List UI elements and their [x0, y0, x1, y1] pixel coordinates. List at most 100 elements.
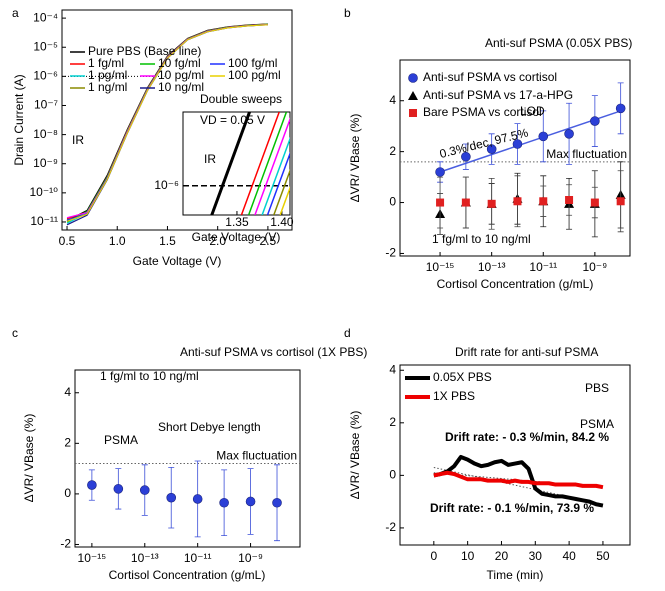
data-point — [616, 197, 625, 206]
data-point — [461, 198, 470, 207]
annotation: Double sweeps — [200, 92, 282, 106]
y-tick-label: 10⁻⁴ — [33, 10, 58, 24]
data-point — [219, 497, 229, 508]
annotation: IR — [204, 152, 216, 166]
legend-label: 100 fg/ml — [228, 56, 277, 70]
x-axis-label: Gate Voltage (V) — [192, 230, 281, 244]
annotation: VD = 0.05 V — [200, 113, 265, 127]
legend-marker — [409, 109, 417, 117]
x-tick-label: 50 — [596, 549, 610, 563]
y-tick-label: 0 — [64, 486, 71, 500]
legend-label: 1 pg/ml — [88, 68, 127, 82]
x-axis-label: Time (min) — [487, 568, 544, 582]
data-point — [513, 197, 522, 206]
plot-frame — [399, 59, 631, 257]
data-point — [461, 151, 471, 162]
plot-frame — [399, 364, 631, 546]
legend-label: Pure PBS (Base line) — [88, 44, 201, 58]
chart-title: Anti-suf PSMA vs cortisol (1X PBS) — [180, 345, 367, 359]
panel-letter: a — [12, 6, 19, 20]
y-tick-label: 10⁻⁷ — [34, 98, 58, 112]
y-tick-label: -2 — [385, 520, 396, 534]
legend-label: Anti-suf PSMA vs cortisol — [423, 70, 557, 84]
max-fluctuation-label: Max fluctuation — [216, 449, 297, 463]
y-tick-label: 10⁻⁶ — [33, 69, 58, 83]
x-tick-label: 30 — [529, 549, 543, 563]
y-tick-label: 10⁻⁵ — [33, 39, 58, 53]
x-axis-label: Cortisol Concentration (g/mL) — [109, 568, 266, 582]
plot-frame — [74, 369, 301, 548]
x-tick-label: 10⁻¹¹ — [529, 260, 557, 274]
y-tick-label: 2 — [389, 144, 396, 158]
legend-label: 10 fg/ml — [158, 56, 201, 70]
legend-label: Bare PSMA vs cortisol — [423, 105, 542, 119]
annotation: Drift rate: - 0.1 %/min, 73.9 % — [430, 501, 594, 515]
panel-letter: d — [344, 326, 351, 340]
legend-label: Anti-suf PSMA vs 17-a-HPG — [423, 88, 573, 102]
panel-letter: c — [12, 326, 18, 340]
data-point — [435, 167, 445, 177]
series-line — [210, 112, 251, 215]
x-tick-label: 10⁻¹⁵ — [78, 551, 107, 565]
x-tick-label: 20 — [495, 549, 509, 563]
x-tick-label: 10⁻¹³ — [478, 260, 506, 274]
annotation: PBS — [585, 381, 609, 395]
annotation: LOD — [520, 104, 545, 118]
data-point — [487, 199, 496, 208]
y-tick-label: -2 — [385, 246, 396, 260]
x-tick-label: 1.5 — [159, 234, 176, 248]
data-point — [139, 485, 150, 495]
data-point — [615, 103, 626, 114]
x-tick-label: 0.5 — [59, 234, 76, 248]
data-point — [486, 144, 497, 154]
x-tick-label: 1.35 — [225, 215, 249, 229]
series-line — [247, 112, 288, 215]
series-line — [279, 185, 290, 215]
panel-letter: b — [344, 6, 351, 20]
legend-label: 1 ng/ml — [88, 80, 127, 94]
data-point — [590, 198, 599, 207]
data-point — [272, 497, 282, 508]
series-line — [66, 24, 268, 222]
y-tick-label: 4 — [389, 93, 396, 107]
x-tick-label: 10⁻⁹ — [238, 551, 263, 565]
data-point — [166, 492, 177, 503]
x-tick-label: 10⁻¹³ — [131, 551, 159, 565]
data-point — [538, 131, 549, 142]
x-tick-label: 10⁻¹⁵ — [426, 260, 455, 274]
series-line — [240, 112, 280, 215]
annotation: PSMA — [580, 417, 614, 431]
legend-marker — [408, 91, 418, 100]
data-point — [564, 129, 574, 139]
y-tick-label: 4 — [389, 362, 396, 376]
x-tick-label: 2.5 — [260, 234, 277, 248]
y-tick-label: 10⁻⁶ — [154, 178, 179, 192]
y-tick-label: 4 — [64, 385, 71, 399]
y-axis-label: ΔVR/ VBase (%) — [348, 114, 362, 203]
series-line — [254, 117, 290, 215]
data-point — [512, 139, 523, 149]
data-point — [436, 198, 445, 207]
data-point — [113, 484, 124, 494]
series-line — [433, 454, 604, 508]
x-axis-label: Gate Voltage (V) — [133, 254, 222, 268]
x-tick-label: 2.0 — [209, 234, 226, 248]
annotation: 1 fg/ml to 10 ng/ml — [100, 369, 199, 383]
data-point — [245, 496, 256, 507]
y-tick-label: 10⁻⁹ — [33, 156, 58, 170]
annotation: Short Debye length — [158, 420, 261, 434]
x-tick-label: 10⁻¹¹ — [184, 551, 212, 565]
data-point — [87, 480, 97, 490]
y-axis-label: ΔVR/ VBase (%) — [348, 411, 362, 500]
legend-label: 100 pg/ml — [228, 68, 281, 82]
y-tick-label: 2 — [389, 415, 396, 429]
annotation: 1 fg/ml to 10 ng/ml — [432, 232, 531, 246]
legend-label: 10 ng/ml — [158, 80, 204, 94]
annotation: Drift rate: - 0.3 %/min, 84.2 % — [445, 430, 609, 444]
y-tick-label: -2 — [60, 537, 71, 551]
reference-label: IR — [72, 133, 84, 147]
x-tick-label: 40 — [562, 549, 576, 563]
legend-label: 10 pg/ml — [158, 68, 204, 82]
y-axis-label: Drain Current (A) — [12, 74, 26, 165]
